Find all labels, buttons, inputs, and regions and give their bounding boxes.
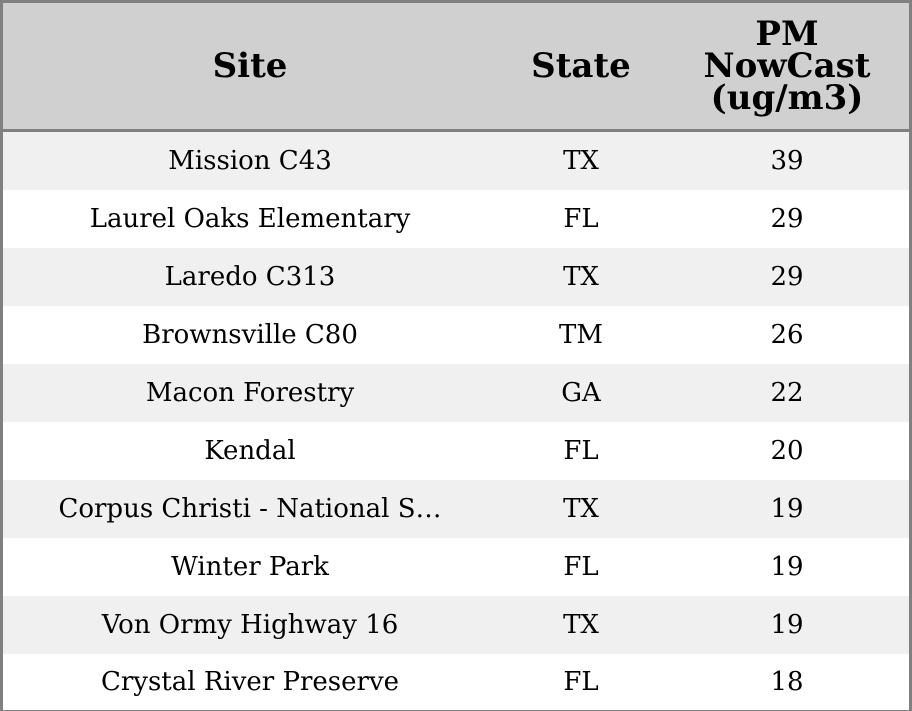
- cell-state: FL: [563, 204, 599, 234]
- cell-state: TX: [563, 146, 599, 176]
- cell-site: Brownsville C80: [142, 320, 358, 350]
- table-row: Laredo C313 TX 29: [3, 248, 909, 306]
- cell-site: Crystal River Preserve: [100, 667, 400, 697]
- cell-state: FL: [563, 552, 599, 582]
- cell-pm-nowcast: 18: [770, 667, 804, 697]
- table-row: Corpus Christi - National S… TX 19: [3, 480, 909, 538]
- cell-site: Winter Park: [171, 552, 329, 582]
- cell-pm-nowcast: 29: [770, 262, 804, 292]
- cell-state: GA: [561, 378, 601, 408]
- table-body: Mission C43 TX 39 Laurel Oaks Elementary FL 2…: [3, 132, 909, 710]
- cell-site: Macon Forestry: [145, 378, 355, 408]
- cell-site: Laredo C313: [164, 262, 336, 292]
- cell-pm-nowcast: 26: [770, 320, 804, 350]
- cell-state: TX: [563, 262, 599, 292]
- cell-state: TX: [563, 494, 599, 524]
- table-row: Crystal River Preserve FL 18: [3, 654, 909, 710]
- cell-site: Corpus Christi - National S…: [58, 494, 442, 524]
- cell-pm-nowcast: 19: [770, 552, 804, 582]
- table-header-row: Site State PM NowCast (ug/m3): [3, 3, 909, 132]
- cell-state: TM: [559, 320, 603, 350]
- column-header-site: Site: [212, 46, 288, 86]
- cell-pm-nowcast: 19: [770, 494, 804, 524]
- cell-site: Mission C43: [168, 146, 332, 176]
- cell-pm-nowcast: 19: [770, 610, 804, 640]
- cell-pm-nowcast: 20: [770, 436, 804, 466]
- column-header-state: State: [531, 46, 631, 86]
- table-row: Kendal FL 20: [3, 422, 909, 480]
- cell-state: FL: [563, 436, 599, 466]
- table-row: Brownsville C80 TM 26: [3, 306, 909, 364]
- table-row: Macon Forestry GA 22: [3, 364, 909, 422]
- table-row: Von Ormy Highway 16 TX 19: [3, 596, 909, 654]
- cell-state: FL: [563, 667, 599, 697]
- table-row: Laurel Oaks Elementary FL 29: [3, 190, 909, 248]
- cell-pm-nowcast: 29: [770, 204, 804, 234]
- table-row: Winter Park FL 19: [3, 538, 909, 596]
- cell-site: Laurel Oaks Elementary: [89, 204, 411, 234]
- cell-site: Von Ormy Highway 16: [101, 610, 399, 640]
- cell-pm-nowcast: 22: [770, 378, 804, 408]
- cell-pm-nowcast: 39: [770, 146, 804, 176]
- table-row: Mission C43 TX 39: [3, 132, 909, 190]
- cell-state: TX: [563, 610, 599, 640]
- cell-site: Kendal: [204, 436, 296, 466]
- column-header-pm-nowcast: PM NowCast (ug/m3): [703, 14, 871, 118]
